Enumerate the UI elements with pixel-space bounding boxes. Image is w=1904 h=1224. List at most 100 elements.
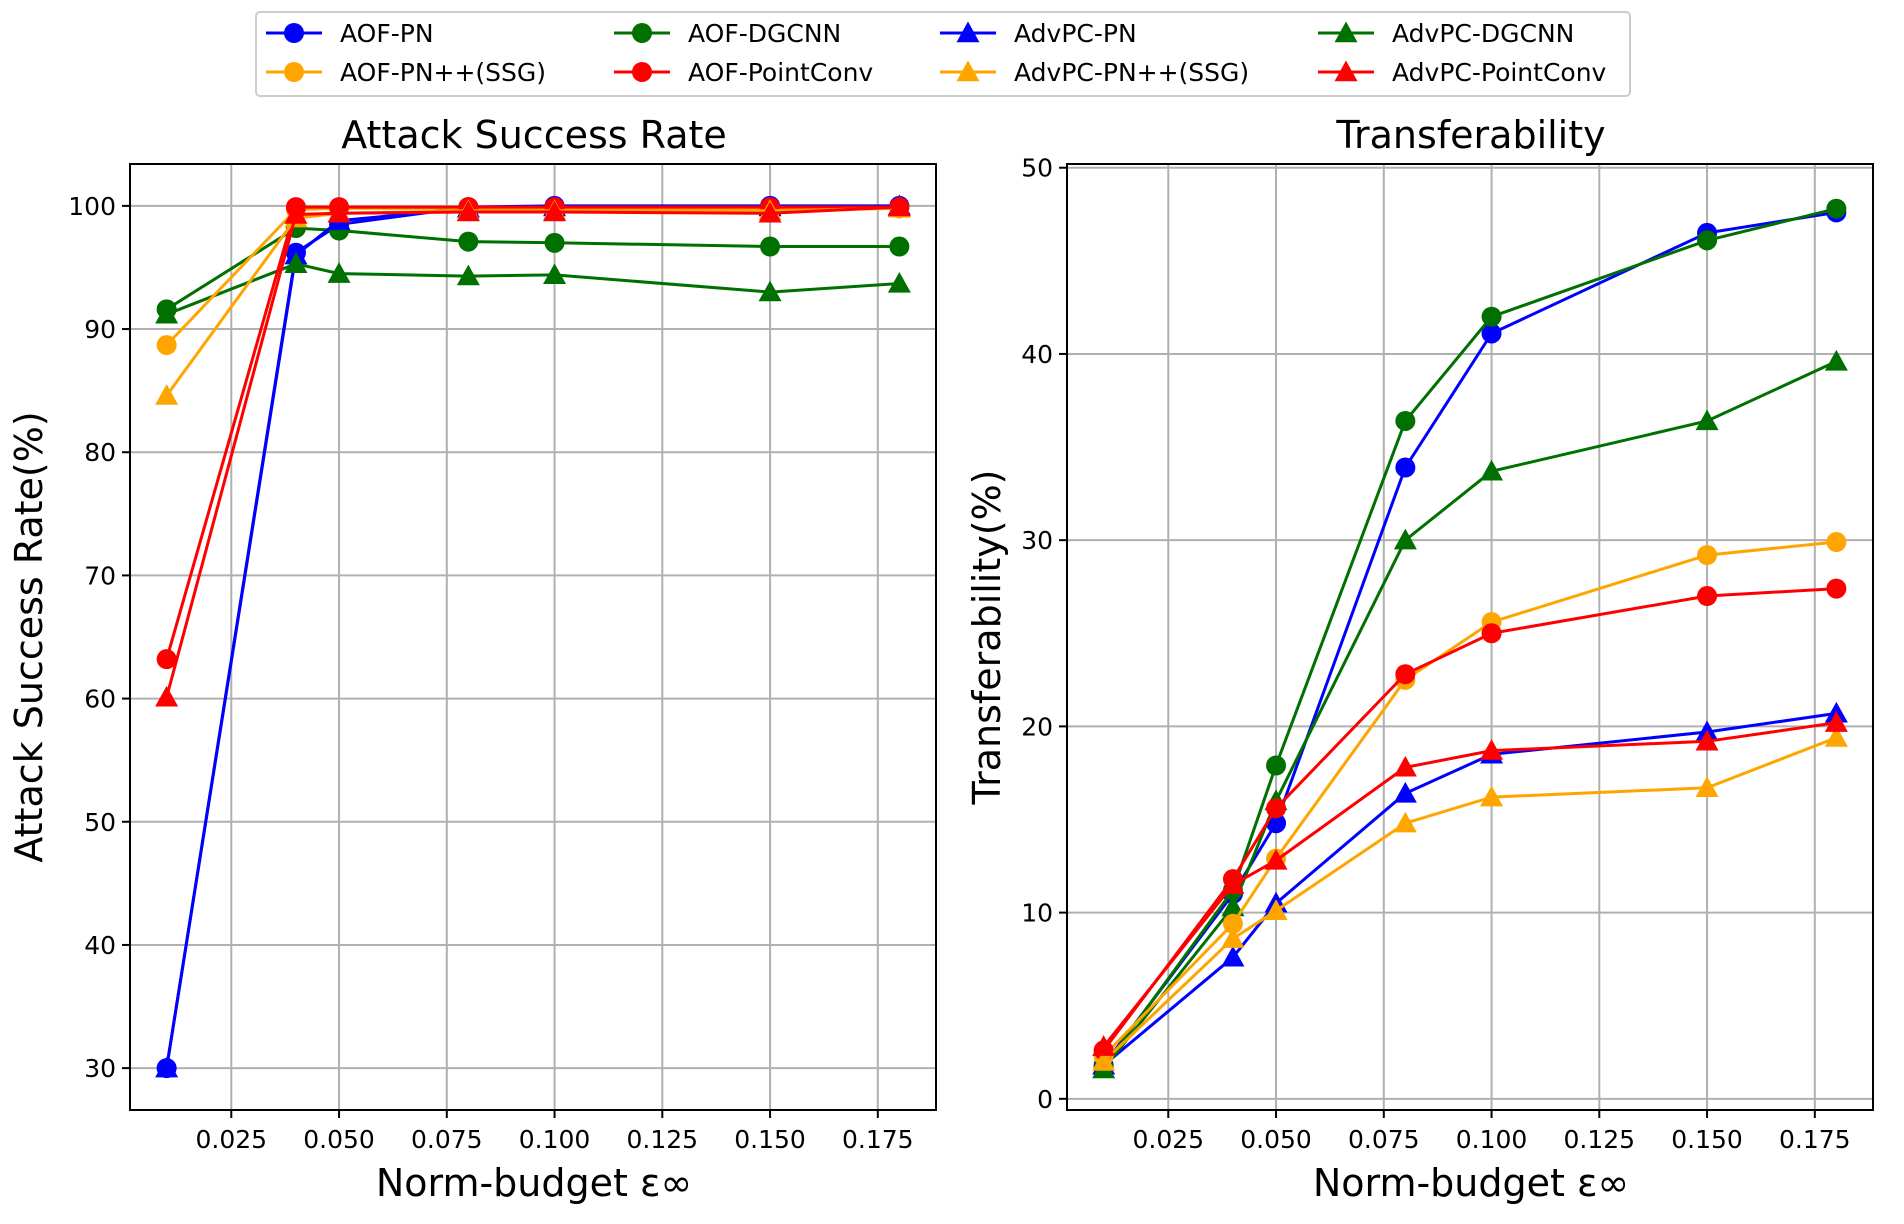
y-tick-label: 100 [68,192,116,221]
y-tick-label: 10 [1021,899,1053,928]
legend-marker [284,23,304,43]
y-tick-label: 60 [84,685,116,714]
legend-entry-aof-pn-ssg: AOF-PN++(SSG) [266,58,546,87]
series-group [155,194,911,1079]
chart-title: Transferability [1335,113,1605,157]
data-point [1395,410,1416,431]
series-line [1102,721,1837,1048]
data-point [760,236,781,257]
attack-success-rate-plot: Attack Success Rate 0.025 0.050 0.075 0.100… [7,113,937,1205]
series-aof-pn [1093,202,1847,1076]
legend-entry-advpc-pn: AdvPC-PN [940,19,1137,48]
data-point [1092,1035,1116,1056]
data-point [1824,726,1848,747]
series-aof-pointconv [156,197,910,670]
x-tick-label: 0.050 [303,1125,375,1154]
data-point [758,201,782,223]
data-point [1264,848,1288,870]
legend-label: AdvPC-PointConv [1392,58,1607,87]
axes-frame [1066,163,1874,1111]
data-point [155,685,179,707]
data-point [1092,1050,1116,1071]
legend-entry-aof-pn: AOF-PN [266,19,434,48]
data-point [887,271,911,293]
data-point [155,384,179,405]
legend-label: AOF-PN [340,19,434,48]
x-tick-label: 0.025 [1132,1125,1204,1154]
data-point [1264,899,1288,920]
series-line [1102,540,1837,1058]
legend-label: AOF-PointConv [688,58,873,87]
x-tick-label: 0.075 [411,1125,483,1154]
legend-marker [1334,21,1358,43]
series-advpc-dgcnn [1092,349,1848,1079]
data-point [284,203,308,224]
x-tick-label: 0.150 [1671,1125,1743,1154]
legend-entry-advpc-pointconv: AdvPC-PointConv [1318,58,1607,87]
x-tick-label: 0.175 [842,1125,914,1154]
series-advpc-pointconv [155,195,911,707]
series-group [1092,198,1848,1079]
y-axis-label: Attack Success Rate(%) [7,411,51,862]
x-tick-label: 0.100 [519,1125,591,1154]
data-point [327,262,351,283]
y-tick-label: 40 [1021,340,1053,369]
legend: AOF-PN AOF-DGCNN AdvPC-PN AdvPC-DGCNN AOF-PN… [255,11,1631,97]
series-line [1102,360,1838,1070]
ticks: 0.025 0.050 0.075 0.100 0.125 0.150 0.175 30 40 5… [68,192,913,1154]
data-point [1697,586,1718,607]
series-advpc-pointconv [1092,711,1848,1056]
series-advpc-dgcnn [155,252,911,324]
transferability-plot: Transferability 0.025 0.050 0.075 0.100 0.12… [965,113,1874,1205]
series-line [1102,587,1837,1052]
legend-marker [956,21,980,43]
x-tick-label: 0.100 [1456,1125,1528,1154]
data-point [887,195,911,217]
data-point [1222,913,1243,934]
x-tick-label: 0.175 [1779,1125,1851,1154]
data-point [1826,532,1847,553]
data-point [1697,545,1718,566]
legend-label: AdvPC-PN++(SSG) [1014,58,1249,87]
x-tick-label: 0.075 [1348,1125,1420,1154]
x-axis-label: Norm-budget ε∞ [376,1161,692,1205]
chart-title: Attack Success Rate [341,113,727,157]
series-line [1102,711,1837,1067]
data-point [1393,755,1417,777]
data-point [284,252,308,273]
data-point [1697,230,1718,251]
grid [130,164,936,1110]
data-point [156,649,177,670]
data-point [1824,711,1848,732]
y-tick-label: 80 [84,438,116,467]
data-point [1480,739,1504,760]
data-point [1221,895,1245,917]
data-point [155,1056,179,1078]
data-point [1221,945,1245,967]
x-axis-label: Norm-budget ε∞ [1313,1161,1629,1205]
legend-label: AdvPC-DGCNN [1392,19,1574,48]
data-point [1221,927,1245,948]
data-point [1480,785,1504,807]
y-tick-label: 0 [1037,1085,1053,1114]
data-point [1826,578,1847,599]
legend-marker [632,62,652,82]
y-tick-label: 70 [84,561,116,590]
data-point [456,264,480,286]
series-line [1102,210,1837,1067]
data-point [1393,528,1417,550]
series-line [1102,736,1837,1063]
series-advpc-pn-ssg [1092,726,1848,1071]
data-point [1481,623,1502,644]
data-point [327,201,351,223]
y-axis-label: Transferability(%) [965,469,1009,805]
y-tick-label: 90 [84,315,116,344]
data-point [1393,811,1417,833]
data-point [1266,798,1287,819]
data-point [458,231,479,252]
data-point [1221,873,1245,894]
series-line [165,226,900,311]
data-point [156,335,177,356]
legend-marker [284,62,304,82]
legend-marker [1334,60,1358,82]
